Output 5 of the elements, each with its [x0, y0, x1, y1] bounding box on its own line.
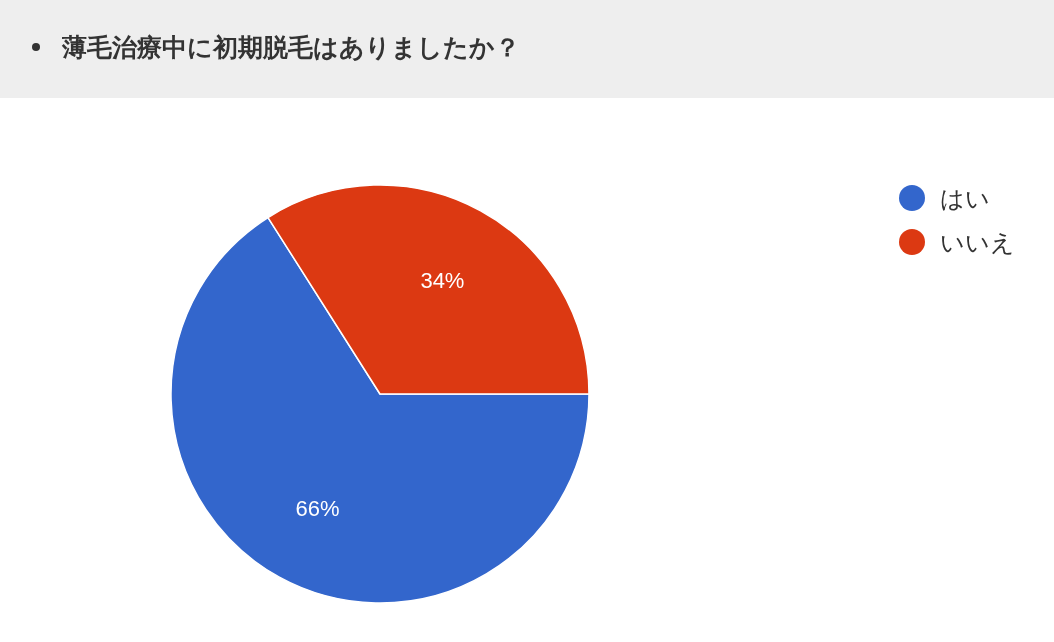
data-label: 34% [420, 268, 465, 294]
data-label: 66% [295, 495, 340, 521]
chart-title: 薄毛治療中に初期脱毛はありましたか？ [61, 33, 520, 62]
legend-label: はい [940, 185, 990, 213]
legend-label: いいえ [940, 229, 1015, 257]
